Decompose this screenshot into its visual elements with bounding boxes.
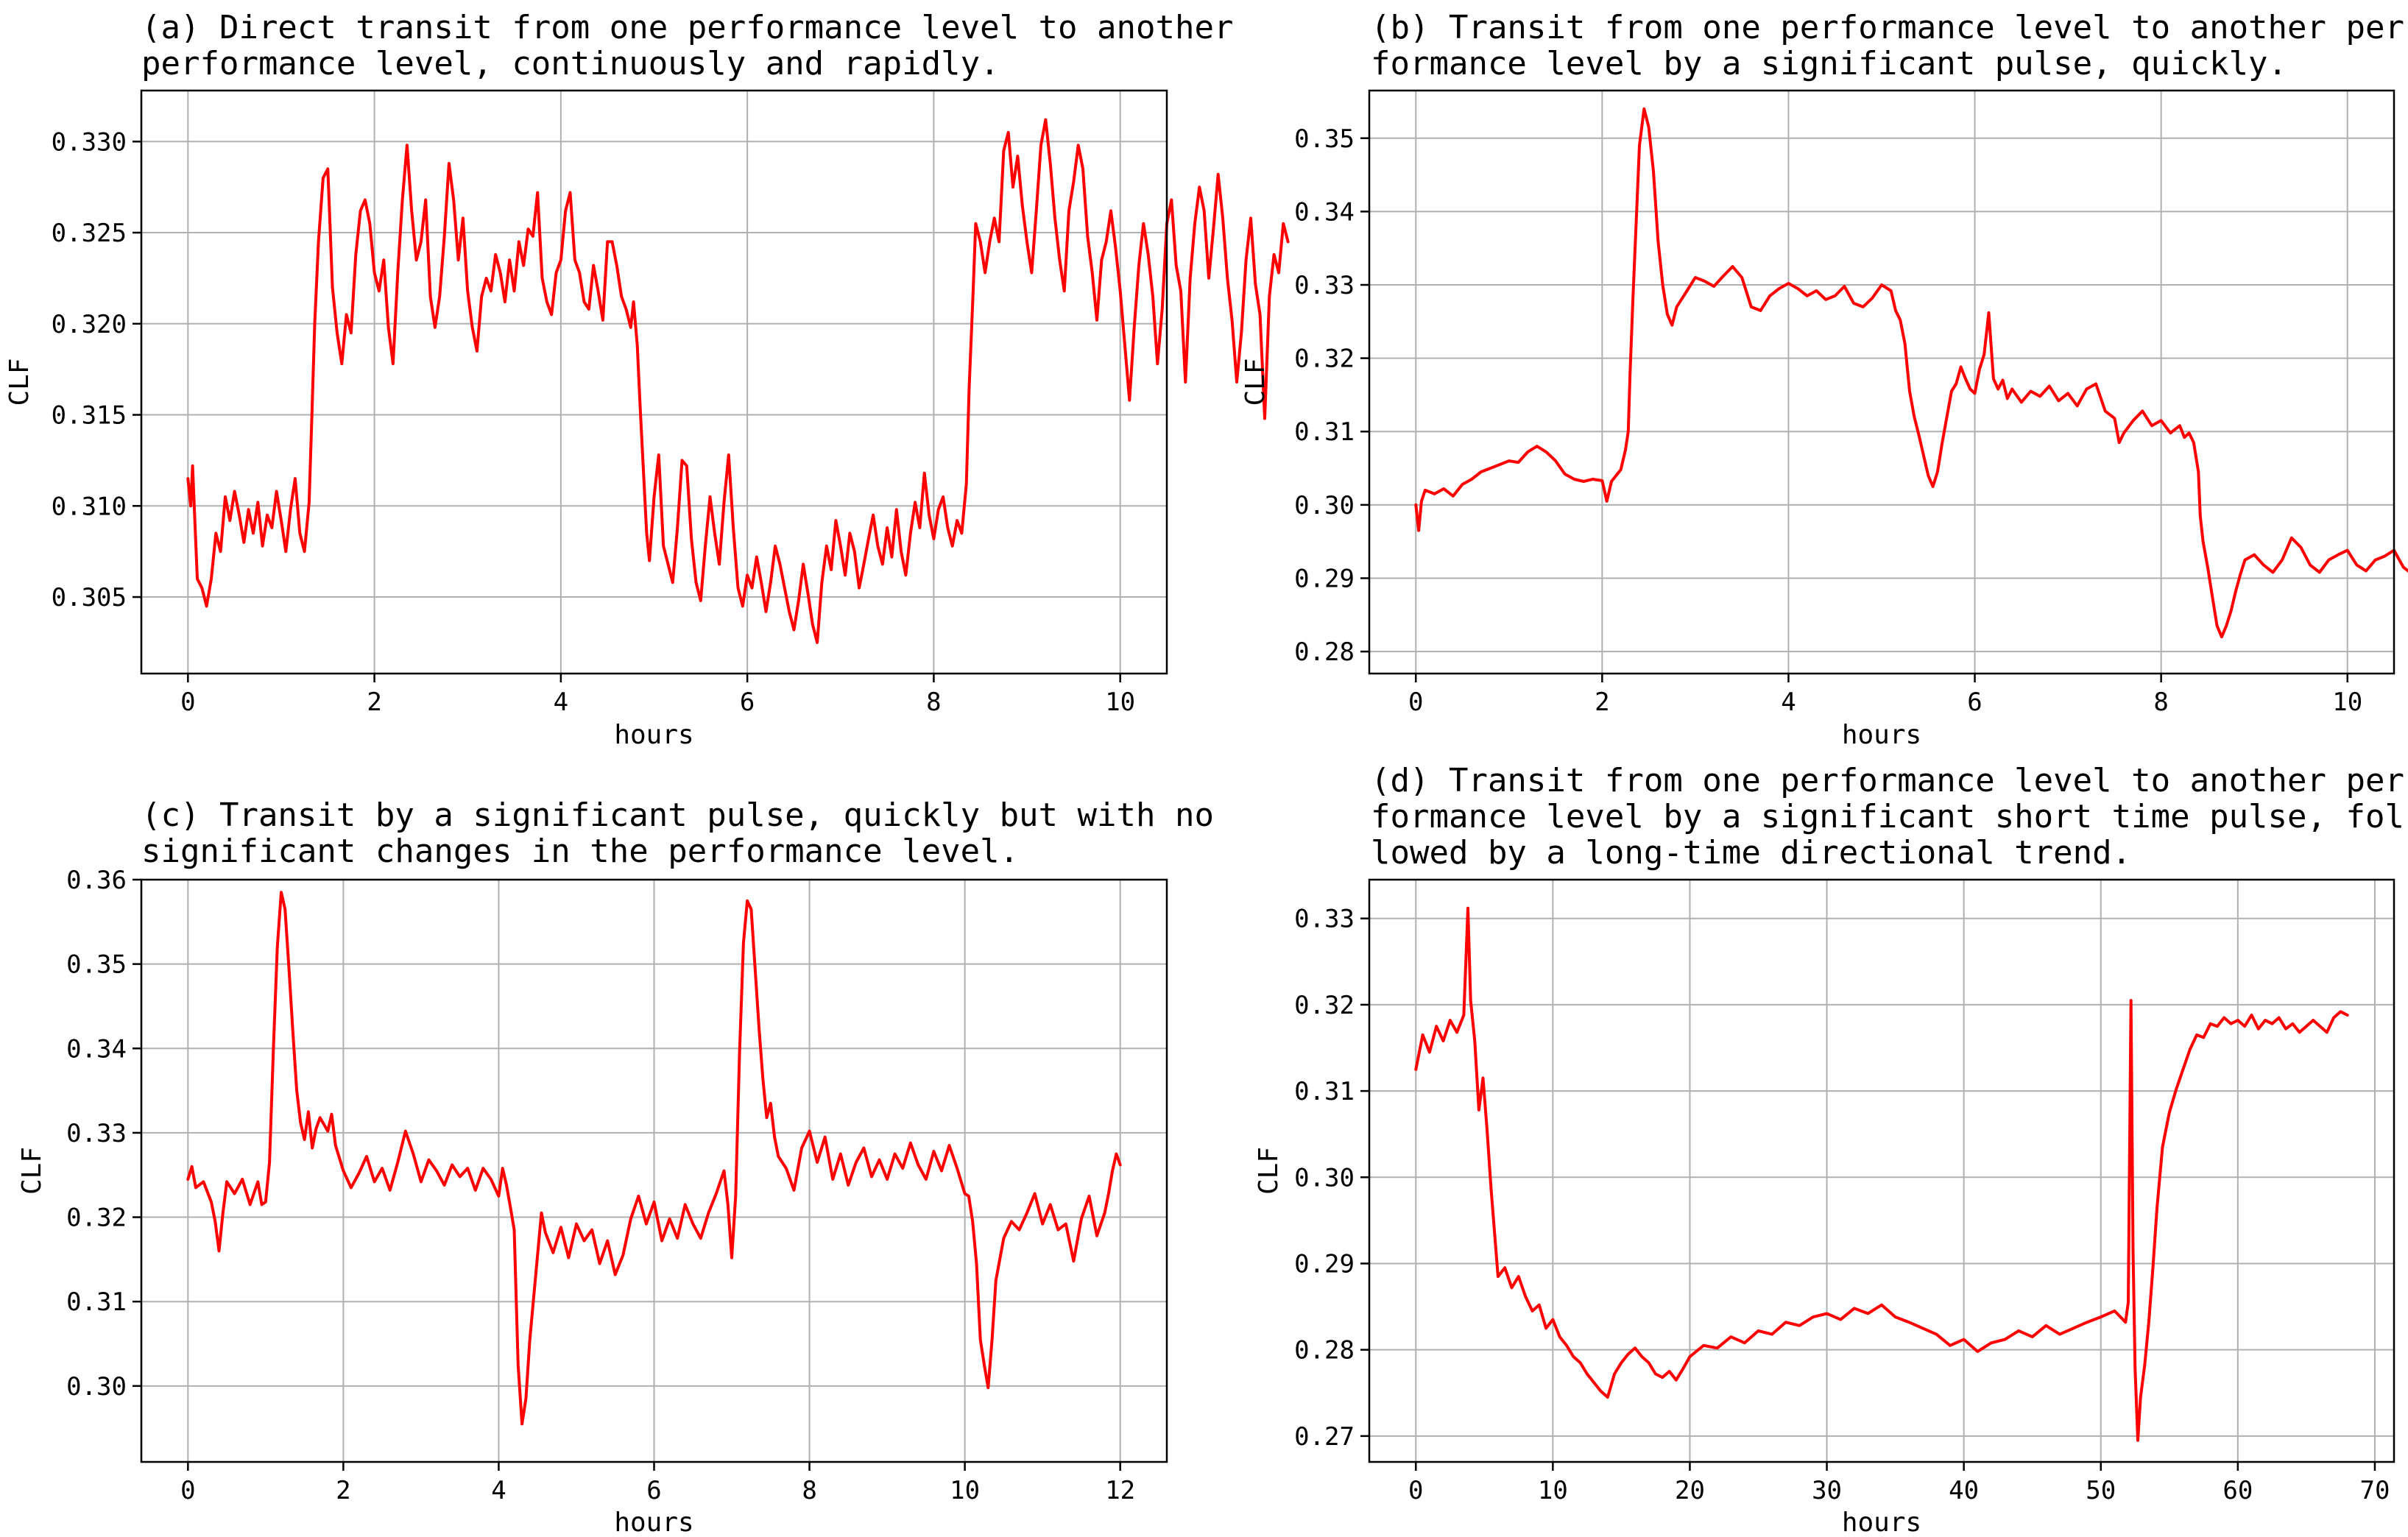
x-tick-label: 0 [1408,688,1423,717]
x-tick-label: 2 [367,688,381,717]
x-tick-label: 6 [1967,688,1982,717]
y-tick-label: 0.27 [1294,1422,1355,1452]
x-tick-label: 50 [2086,1476,2116,1505]
chart-title-line: (a) Direct transit from one performance … [141,9,1233,46]
y-tick-label: 0.35 [1294,124,1355,154]
x-tick-label: 30 [1812,1476,1842,1505]
y-tick-label: 0.33 [1294,271,1355,300]
y-tick-label: 0.29 [1294,564,1355,593]
y-tick-label: 0.29 [1294,1249,1355,1279]
y-tick-label: 0.30 [1294,491,1355,520]
x-tick-label: 8 [926,688,941,717]
x-tick-label: 2 [1595,688,1609,717]
x-tick-label: 10 [950,1476,980,1505]
series-line [1414,906,2349,1442]
y-tick-label: 0.320 [52,310,127,339]
x-tick-label: 12 [1105,1476,1135,1505]
y-tick-label: 0.330 [52,127,127,157]
chart-title-line: (d) Transit from one performance level t… [1371,762,2408,799]
y-tick-label: 0.32 [66,1204,127,1233]
chart-panel-a: (a) Direct transit from one performance … [4,9,1290,750]
chart-panel-d: (d) Transit from one performance level t… [1254,762,2408,1537]
x-axis-label: hours [614,1508,693,1537]
y-tick-label: 0.30 [66,1372,127,1402]
chart-panel-c: (c) Transit by a significant pulse, quic… [17,796,1214,1537]
y-tick-label: 0.36 [66,866,127,895]
x-tick-label: 10 [1538,1476,1568,1505]
x-tick-label: 4 [554,688,568,717]
x-tick-label: 6 [646,1476,661,1505]
chart-title-line: (c) Transit by a significant pulse, quic… [141,796,1214,834]
axes-frame [1368,878,2395,1463]
x-tick-label: 8 [802,1476,816,1505]
x-tick-label: 60 [2222,1476,2253,1505]
chart-title-line: significant changes in the performance l… [141,833,1019,870]
axes-frame [140,89,1168,675]
chart-title-line: performance level, continuously and rapi… [141,45,1000,82]
x-tick-label: 4 [491,1476,506,1505]
y-tick-label: 0.31 [66,1287,127,1317]
y-tick-label: 0.32 [1294,344,1355,374]
y-tick-label: 0.315 [52,401,127,431]
axes-frame [1368,89,2395,675]
y-axis-label: CLF [1254,1147,1284,1195]
y-axis-label: CLF [4,358,35,406]
y-tick-label: 0.325 [52,219,127,248]
series-line [1414,107,2408,639]
x-tick-label: 40 [1949,1476,1979,1505]
chart-panel-b: (b) Transit from one performance level t… [1240,9,2408,750]
y-tick-label: 0.32 [1294,991,1355,1020]
chart-title-line: formance level by a significant pulse, q… [1371,45,2287,82]
x-tick-label: 4 [1781,688,1796,717]
y-tick-label: 0.33 [66,1119,127,1148]
y-axis-label: CLF [17,1147,47,1195]
y-tick-label: 0.310 [52,492,127,521]
y-tick-label: 0.28 [1294,637,1355,667]
x-tick-label: 0 [180,1476,195,1505]
y-tick-label: 0.35 [66,950,127,980]
x-tick-label: 20 [1675,1476,1705,1505]
y-tick-label: 0.31 [1294,417,1355,447]
chart-title-line: (b) Transit from one performance level t… [1371,9,2408,46]
x-tick-label: 6 [740,688,755,717]
x-tick-label: 2 [336,1476,350,1505]
y-tick-label: 0.33 [1294,905,1355,934]
x-tick-label: 0 [180,688,195,717]
y-tick-label: 0.31 [1294,1077,1355,1106]
y-tick-label: 0.28 [1294,1336,1355,1365]
x-tick-label: 70 [2359,1476,2390,1505]
x-tick-label: 10 [2332,688,2362,717]
y-axis-label: CLF [1240,358,1271,406]
x-tick-label: 8 [2153,688,2168,717]
x-axis-label: hours [1842,720,1921,750]
series-line [186,891,1122,1426]
series-line [186,118,1290,644]
x-tick-label: 0 [1408,1476,1423,1505]
y-tick-label: 0.30 [1294,1163,1355,1192]
x-tick-label: 10 [1105,688,1135,717]
y-tick-label: 0.34 [66,1034,127,1064]
chart-title-line: formance level by a significant short ti… [1371,798,2408,835]
x-axis-label: hours [1842,1508,1921,1537]
y-tick-label: 0.34 [1294,197,1355,227]
y-tick-label: 0.305 [52,583,127,612]
chart-title-line: lowed by a long-time directional trend. [1371,834,2131,872]
x-axis-label: hours [614,720,693,750]
